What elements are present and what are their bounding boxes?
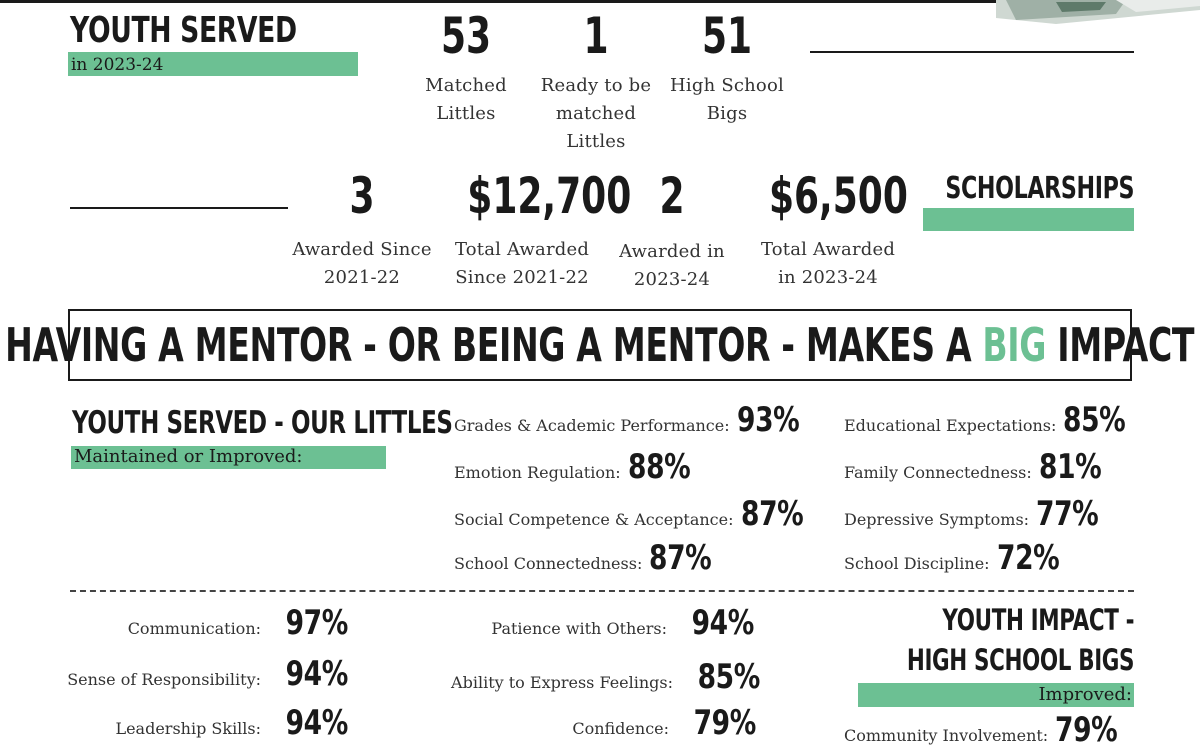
- stat-value: 3: [349, 167, 375, 225]
- stat-value: $6,500: [768, 167, 908, 225]
- divider-line: [810, 51, 1134, 53]
- bigs-stat: Leadership Skills: 94%: [115, 703, 348, 743]
- stat-matched-littles: 53 Matched Littles: [406, 8, 526, 128]
- bigs-stat: Patience with Others: 94%: [491, 603, 754, 643]
- scholarships-heading: SCHOLARSHIPS: [945, 171, 1134, 206]
- top-border: [0, 0, 1010, 3]
- bigs-stat: Communication: 97%: [127, 603, 349, 643]
- stat-value: 2: [659, 167, 685, 225]
- bigs-stat: Ability to Express Feelings: 85%: [451, 657, 760, 697]
- littles-stat: School Connectedness: 87%: [454, 538, 712, 578]
- scholarships-highlight-bar: [923, 208, 1134, 231]
- stat-value: 53: [440, 7, 492, 65]
- stat-caption: High School Bigs: [670, 75, 784, 124]
- dashed-divider: [70, 590, 1134, 592]
- bigs-highlight-bar: [858, 683, 1134, 707]
- stat-caption: Total Awarded Since 2021-22: [454, 239, 590, 288]
- stat-caption: Matched Littles: [425, 75, 507, 124]
- bigs-stat: Community Involvement: 79%: [844, 710, 1118, 750]
- stat-value: $12,700: [467, 167, 632, 225]
- littles-stat: Depressive Symptoms: 77%: [844, 494, 1099, 534]
- banner-title: HAVING A MENTOR - OR BEING A MENTOR - MA…: [5, 318, 1195, 372]
- bigs-stat: Sense of Responsibility: 94%: [67, 654, 348, 694]
- bigs-subheading: Improved:: [1038, 684, 1132, 705]
- littles-stat: Social Competence & Acceptance: 87%: [454, 494, 803, 534]
- stat-value: 1: [583, 7, 609, 65]
- stat-caption: Awarded in 2023-24: [619, 241, 725, 290]
- littles-stat: School Discipline: 72%: [844, 538, 1059, 578]
- youth-served-subheading: in 2023-24: [71, 55, 164, 75]
- youth-served-highlight-bar: [68, 52, 358, 76]
- stat-ready-littles: 1 Ready to be matched Littles: [526, 8, 666, 156]
- stat-value: 51: [701, 7, 753, 65]
- divider-line: [70, 207, 288, 209]
- bigs-heading-line1: YOUTH IMPACT -: [942, 603, 1134, 637]
- stat-total-awarded-in: $6,500 Total Awarded in 2023-24: [746, 168, 910, 292]
- stat-caption: Ready to be matched Littles: [540, 75, 652, 152]
- impact-banner: HAVING A MENTOR - OR BEING A MENTOR - MA…: [6, 309, 1195, 381]
- youth-served-heading: YOUTH SERVED: [70, 10, 297, 51]
- banner-highlight: BIG: [982, 318, 1047, 372]
- stat-caption: Awarded Since 2021-22: [292, 239, 432, 288]
- stat-awarded-in: 2 Awarded in 2023-24: [612, 168, 732, 294]
- littles-highlight-bar: [71, 446, 386, 469]
- bigs-heading-line2: HIGH SCHOOL BIGS: [906, 643, 1135, 677]
- stat-awarded-since: 3 Awarded Since 2021-22: [290, 168, 434, 292]
- stat-high-school-bigs: 51 High School Bigs: [664, 8, 790, 128]
- corner-photo: [996, 0, 1200, 24]
- stat-total-awarded-since: $12,700 Total Awarded Since 2021-22: [446, 167, 632, 292]
- littles-subheading: Maintained or Improved:: [74, 446, 303, 467]
- littles-stat: Family Connectedness: 81%: [844, 447, 1102, 487]
- littles-heading: YOUTH SERVED - OUR LITTLES: [72, 405, 453, 441]
- littles-stat: Grades & Academic Performance: 93%: [454, 400, 800, 440]
- stat-caption: Total Awarded in 2023-24: [760, 239, 896, 288]
- bigs-stat: Confidence: 79%: [572, 703, 756, 743]
- littles-stat: Emotion Regulation: 88%: [454, 447, 691, 487]
- littles-stat: Educational Expectations: 85%: [844, 400, 1126, 440]
